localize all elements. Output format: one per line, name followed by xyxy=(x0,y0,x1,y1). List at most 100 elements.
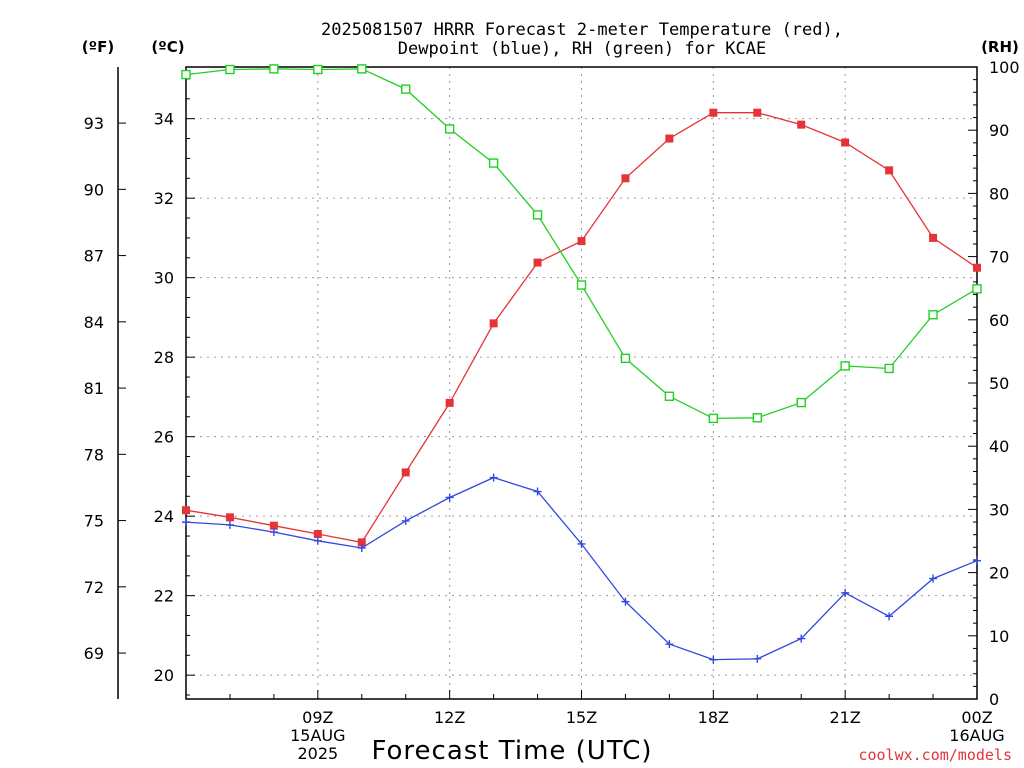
fahrenheit-tick-label: 78 xyxy=(84,445,104,464)
rh-point xyxy=(928,310,938,320)
celsius-tick-label: 32 xyxy=(154,189,174,208)
dewpoint-point xyxy=(885,612,894,621)
celsius-unit-label: (ºC) xyxy=(151,38,184,56)
dewpoint-point xyxy=(973,556,981,565)
dewpoint-point xyxy=(313,536,322,545)
rh-tick-label: 40 xyxy=(989,437,1009,456)
dewpoint-point xyxy=(182,518,190,527)
rh-point xyxy=(401,84,411,94)
temperature-point xyxy=(797,120,806,129)
temperature-point xyxy=(182,506,190,515)
rh-tick-label: 60 xyxy=(989,311,1009,330)
gridlines xyxy=(186,67,977,699)
temperature-point xyxy=(929,233,938,242)
temperature-point xyxy=(621,174,630,183)
rh-tick-label: 0 xyxy=(989,690,999,709)
rh-tick-label: 20 xyxy=(989,564,1009,583)
rh-point xyxy=(620,353,631,364)
rh-tick-label: 100 xyxy=(989,58,1020,77)
dewpoint-point xyxy=(445,493,454,502)
temperature-point xyxy=(401,468,410,477)
x-tick-label: 16AUG xyxy=(949,726,1004,745)
temperature-point xyxy=(753,108,762,117)
celsius-tick-label: 24 xyxy=(154,507,174,526)
rh-point xyxy=(576,280,587,290)
series-line-celsius-plus xyxy=(185,476,978,661)
dewpoint-point xyxy=(489,473,498,482)
rh-tick-label: 10 xyxy=(989,627,1009,646)
fahrenheit-tick-label: 90 xyxy=(84,180,104,199)
rh-point xyxy=(225,64,235,75)
temperature-point xyxy=(445,398,454,407)
rh-point xyxy=(313,64,323,75)
x-tick-label: 21Z xyxy=(830,708,861,727)
fahrenheit-tick-label: 75 xyxy=(84,512,104,531)
temperature-point xyxy=(665,134,674,143)
dewpoint-point xyxy=(621,597,630,606)
dewpoint-point xyxy=(665,640,674,649)
fahrenheit-tick-label: 69 xyxy=(84,644,104,663)
fahrenheit-tick-label: 72 xyxy=(84,578,104,597)
temperature-point xyxy=(313,530,322,539)
dewpoint-point xyxy=(929,574,938,583)
dewpoint-point xyxy=(269,528,278,537)
fahrenheit-tick-label: 93 xyxy=(84,114,104,133)
rh-unit-label: (RH) xyxy=(981,38,1019,56)
rh-point xyxy=(884,363,894,374)
celsius-tick-label: 26 xyxy=(154,428,174,447)
rh-point xyxy=(972,284,982,294)
rh-point xyxy=(488,158,499,168)
dewpoint-point xyxy=(753,654,762,663)
rh-tick-label: 50 xyxy=(989,374,1009,393)
rh-point xyxy=(840,361,850,371)
credit-text: coolwx.com/models xyxy=(858,746,1012,764)
celsius-tick-label: 20 xyxy=(154,666,174,685)
axes: 20 22 24 26 28 30 32 34 69 72 75 78 81 84 87 90 93 0 10 20 3… xyxy=(84,58,1020,709)
rh-tick-label: 90 xyxy=(989,121,1009,140)
temperature-point xyxy=(533,258,542,267)
dewpoint-point xyxy=(709,655,718,664)
x-tick-label: 12Z xyxy=(434,708,465,727)
x-tick-label: 00Z xyxy=(961,708,992,727)
fahrenheit-unit-label: (ºF) xyxy=(82,38,114,56)
celsius-tick-label: 22 xyxy=(154,587,174,606)
dewpoint-point xyxy=(357,543,366,552)
rh-point xyxy=(357,64,367,74)
dewpoint-point xyxy=(225,520,234,529)
x-tick-label: 15Z xyxy=(566,708,597,727)
fahrenheit-tick-label: 87 xyxy=(84,247,104,266)
rh-point xyxy=(664,391,675,401)
rh-point xyxy=(444,124,455,134)
temperature-point xyxy=(885,166,894,175)
rh-point xyxy=(181,69,191,80)
chart-title-line-1: 2025081507 HRRR Forecast 2-meter Tempera… xyxy=(321,20,843,40)
x-tick-label: 2025 xyxy=(297,744,338,763)
rh-point xyxy=(532,210,543,220)
x-tick-label: 09Z xyxy=(302,708,333,727)
temperature-point xyxy=(577,237,586,246)
rh-tick-label: 80 xyxy=(989,184,1009,203)
celsius-tick-label: 30 xyxy=(154,269,174,288)
x-tick-label: 15AUG xyxy=(290,726,345,745)
x-tick-label: 18Z xyxy=(698,708,729,727)
dewpoint-point xyxy=(401,516,410,525)
dewpoint-point xyxy=(841,588,850,597)
rh-point xyxy=(708,413,719,424)
temperature-point xyxy=(709,108,718,117)
temperature-point xyxy=(357,538,366,547)
temperature-point xyxy=(841,138,850,147)
rh-point xyxy=(796,397,806,408)
celsius-tick-label: 34 xyxy=(154,110,174,129)
rh-point xyxy=(269,64,279,74)
temperature-point xyxy=(973,263,981,272)
dewpoint-point xyxy=(797,634,806,643)
fahrenheit-tick-label: 81 xyxy=(84,379,104,398)
chart-title-line-2: Dewpoint (blue), RH (green) for KCAE xyxy=(398,39,766,59)
dewpoint-point xyxy=(533,487,542,496)
temperature-point xyxy=(489,319,498,328)
rh-tick-label: 70 xyxy=(989,248,1009,267)
celsius-tick-label: 28 xyxy=(154,348,174,367)
temperature-point xyxy=(269,521,278,530)
